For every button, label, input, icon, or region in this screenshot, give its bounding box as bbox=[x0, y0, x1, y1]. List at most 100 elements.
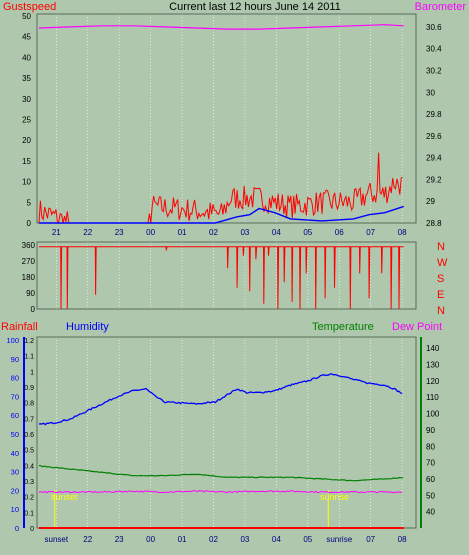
temperature-label: Temperature bbox=[312, 321, 374, 333]
gust-x-tick: 07 bbox=[366, 228, 375, 237]
humidity-y-tick: 60 bbox=[11, 411, 19, 420]
gust-x-tick: 22 bbox=[83, 228, 92, 237]
gust-y-tick: 30 bbox=[22, 95, 31, 104]
rainfall-y-tick: 1 bbox=[30, 369, 34, 376]
barometer-line bbox=[38, 24, 404, 30]
gust-x-tick: 01 bbox=[178, 228, 187, 237]
barometer-y-tick: 29.4 bbox=[426, 154, 442, 163]
barometer-y-tick: 29.6 bbox=[426, 132, 442, 141]
gust-label: Gustspeed bbox=[3, 1, 56, 13]
temperature-y-tick: 120 bbox=[426, 377, 440, 386]
temperature-y-tick: 140 bbox=[426, 344, 440, 353]
direction-y-tick: 180 bbox=[22, 273, 36, 282]
temperature-y-tick: 80 bbox=[426, 442, 435, 451]
gust-x-tick: 05 bbox=[303, 228, 312, 237]
gust-x-tick: 02 bbox=[209, 228, 218, 237]
climate-x-tick: 03 bbox=[240, 535, 249, 544]
gust-line bbox=[38, 152, 403, 225]
humidity-y-tick: 90 bbox=[11, 355, 19, 364]
humidity-y-tick: 80 bbox=[11, 374, 19, 383]
climate-panel-frame bbox=[36, 336, 417, 529]
climate-x-tick: 22 bbox=[83, 535, 92, 544]
gust-x-tick: 08 bbox=[398, 228, 407, 237]
humidity-line bbox=[38, 373, 403, 426]
temperature-y-tick: 70 bbox=[426, 459, 435, 468]
rainfall-y-tick: 0.3 bbox=[24, 479, 34, 486]
gust-y-tick: 40 bbox=[22, 53, 31, 62]
gust-y-tick: 20 bbox=[22, 136, 31, 145]
barometer-y-tick: 30 bbox=[426, 88, 435, 97]
climate-x-tick: 00 bbox=[146, 535, 155, 544]
rainfall-y-tick: 0.7 bbox=[24, 416, 34, 423]
rainfall-y-tick: 0.2 bbox=[24, 495, 34, 502]
chart-title: Current last 12 hours June 14 2011 bbox=[169, 1, 341, 13]
climate-x-tick: 05 bbox=[303, 535, 312, 544]
rainfall-y-tick: 0.5 bbox=[24, 448, 34, 455]
barometer-y-tick: 29.2 bbox=[426, 175, 442, 184]
gust-x-tick: 23 bbox=[115, 228, 124, 237]
climate-x-tick: 04 bbox=[272, 535, 281, 544]
gust-y-tick: 25 bbox=[22, 116, 31, 125]
gust-y-tick: 15 bbox=[22, 157, 31, 166]
humidity-y-tick: 70 bbox=[11, 392, 19, 401]
humidity-y-tick: 0 bbox=[15, 524, 19, 533]
gust-x-tick: 21 bbox=[52, 228, 61, 237]
humidity-y-tick: 10 bbox=[11, 505, 19, 514]
gust-y-tick: 10 bbox=[22, 178, 31, 187]
barometer-y-tick: 29.8 bbox=[426, 110, 442, 119]
barometer-y-tick: 30.2 bbox=[426, 66, 442, 75]
direction-y-tick: 270 bbox=[22, 257, 36, 266]
direction-label-s: S bbox=[437, 273, 444, 285]
barometer-y-tick: 29 bbox=[426, 197, 435, 206]
gust-y-tick: 5 bbox=[27, 198, 32, 207]
rainfall-label: Rainfall bbox=[1, 321, 38, 333]
temperature-y-tick: 100 bbox=[426, 410, 440, 419]
temperature-y-tick: 130 bbox=[426, 361, 440, 370]
wind-direction-line bbox=[39, 246, 404, 310]
humidity-label: Humidity bbox=[66, 321, 109, 333]
humidity-y-tick: 100 bbox=[6, 336, 19, 345]
gust-y-tick: 45 bbox=[22, 33, 31, 42]
direction-label-n-top: N bbox=[437, 241, 445, 253]
direction-y-tick: 90 bbox=[26, 289, 35, 298]
gust-y-tick: 50 bbox=[22, 12, 31, 21]
gust-x-tick: 04 bbox=[272, 228, 281, 237]
barometer-y-tick: 28.8 bbox=[426, 219, 442, 228]
temperature-y-tick: 110 bbox=[426, 393, 439, 402]
dewpoint-label: Dew Point bbox=[392, 321, 442, 333]
humidity-y-tick: 20 bbox=[11, 486, 19, 495]
rainfall-y-tick: 0.6 bbox=[24, 432, 34, 439]
temperature-line bbox=[38, 464, 404, 482]
rainfall-y-tick: 0.9 bbox=[24, 385, 34, 392]
rainfall-y-tick: 1.1 bbox=[24, 354, 34, 361]
humidity-y-tick: 50 bbox=[11, 430, 19, 439]
rainfall-y-tick: 0.8 bbox=[24, 401, 34, 408]
barometer-y-tick: 30.6 bbox=[426, 23, 442, 32]
climate-x-tick: sunset bbox=[45, 535, 69, 544]
climate-x-tick: 08 bbox=[398, 535, 407, 544]
gust-panel-frame bbox=[36, 13, 417, 224]
dewpoint-line bbox=[38, 490, 403, 494]
sunrise-marker-label: sunrise bbox=[320, 492, 349, 502]
temperature-y-tick: 50 bbox=[426, 491, 435, 500]
direction-y-tick: 0 bbox=[31, 305, 36, 314]
humidity-y-tick: 30 bbox=[11, 468, 19, 477]
temperature-y-tick: 60 bbox=[426, 475, 435, 484]
humidity-y-tick: 40 bbox=[11, 449, 19, 458]
windspeed-line bbox=[39, 205, 404, 224]
gust-x-tick: 00 bbox=[146, 228, 155, 237]
climate-x-tick: 02 bbox=[209, 535, 218, 544]
rainfall-y-tick: 0.1 bbox=[24, 510, 34, 517]
direction-y-tick: 360 bbox=[22, 241, 36, 250]
climate-x-tick: 01 bbox=[178, 535, 187, 544]
climate-x-tick: 07 bbox=[366, 535, 375, 544]
barometer-y-tick: 30.4 bbox=[426, 45, 442, 54]
gust-x-tick: 06 bbox=[335, 228, 344, 237]
temperature-y-tick: 90 bbox=[426, 426, 435, 435]
gust-x-tick: 03 bbox=[240, 228, 249, 237]
temperature-y-tick: 40 bbox=[426, 508, 435, 517]
gust-y-tick: 35 bbox=[22, 74, 31, 83]
climate-x-tick: sunrise bbox=[326, 535, 352, 544]
